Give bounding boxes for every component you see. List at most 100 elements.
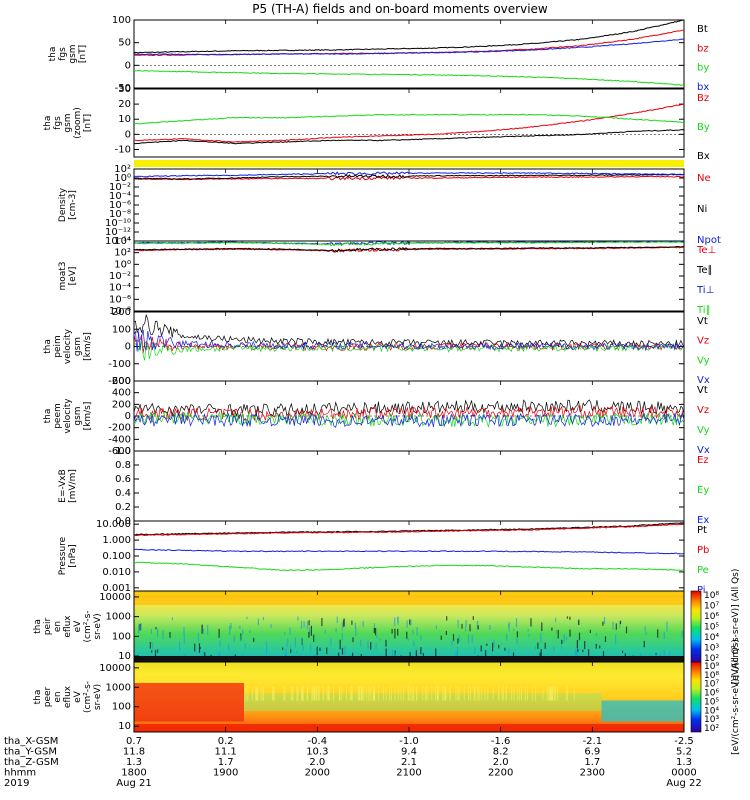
spectrogram-cell (257, 618, 259, 626)
spectrogram-cell (530, 618, 532, 627)
xaxis-value-time: 2000 (305, 768, 330, 779)
spectrogram-cell (644, 626, 646, 632)
xaxis-value-x: 0.2 (218, 736, 234, 747)
spectrogram-cell (531, 686, 533, 701)
spectrogram-texture (134, 595, 684, 666)
spectrogram-cell (440, 635, 442, 640)
spectrogram-cell (394, 628, 396, 639)
ytick-label: 0.8 (115, 460, 131, 471)
spectrogram-cell (416, 627, 418, 636)
spectrogram-cell (297, 616, 299, 621)
xaxis-row-label: tha_X-GSM (4, 736, 58, 747)
spectrogram-cell (355, 627, 357, 637)
legend-label: Te⊥ (696, 245, 716, 256)
spectrogram-cell (326, 686, 328, 701)
spectrogram-cell (351, 620, 353, 625)
colorbar-tick-label: 10³ (704, 644, 719, 654)
series-line-green (134, 341, 684, 361)
spectrogram-cell (253, 637, 255, 642)
spectrogram-cell (272, 686, 274, 701)
spectrogram-cell (316, 686, 318, 701)
plot-frame (133, 450, 685, 522)
spectrogram-cell (308, 627, 311, 637)
spectrogram-cell (619, 621, 621, 628)
spectrogram-cell (403, 686, 405, 701)
ytick-label: 0.0 (115, 516, 131, 527)
spectrogram-cell (412, 686, 414, 701)
ytick-label: 10000 (99, 592, 131, 603)
spectrogram-cell (244, 643, 246, 650)
spectrogram-cell (666, 621, 668, 632)
spectrogram-cell (534, 686, 536, 701)
spectrogram-cell (290, 644, 292, 650)
spectrogram-cell (435, 648, 437, 658)
legend-label: Bx (697, 151, 710, 162)
xaxis-value-date: Aug 21 (116, 778, 151, 789)
xaxis-value-x: -1.0 (399, 736, 419, 747)
ytick-label: 0.100 (102, 551, 131, 562)
spectrogram-cell (408, 686, 410, 701)
spectrogram-top-band (134, 595, 684, 605)
spectrogram-cell (554, 686, 556, 701)
spectrogram-cell (557, 629, 559, 639)
spectrogram-cell (360, 686, 362, 701)
ylabel-line: [nPa] (68, 544, 78, 567)
colorbar-fill (690, 590, 702, 663)
ytick-label: 100 (112, 324, 131, 335)
spectrogram-cell (578, 619, 580, 625)
plot-frame (133, 168, 685, 242)
spectrogram-cell (550, 686, 552, 701)
ylabel-line: eV (73, 690, 83, 703)
legend-label: Ti∥ (696, 305, 711, 316)
legend-p3: Ne Ni Npot (697, 173, 721, 246)
spectrogram-cell (663, 650, 665, 659)
spectrogram-cell (322, 686, 324, 701)
legend-label: Vx (697, 375, 710, 386)
series-line-red (134, 523, 684, 537)
spectrogram-cell (540, 633, 542, 643)
spectrogram-cell (310, 644, 312, 652)
spectrogram-cell (151, 650, 153, 653)
spectrogram-cell (379, 638, 381, 641)
ylabel-line: en (53, 691, 63, 702)
legend-label: Vz (697, 336, 709, 347)
spectrogram-cell (487, 686, 489, 701)
spectrogram-cell (199, 646, 201, 650)
ytick-label: 10⁰ (114, 259, 131, 270)
spectrogram-cell (406, 631, 408, 639)
spectrogram-cell (358, 686, 360, 701)
spectrogram-cell (469, 624, 471, 632)
spectrogram-cell (296, 651, 298, 654)
ytick-label: -100 (108, 359, 131, 370)
spectrogram-cell (341, 647, 344, 655)
spectrogram-cell (566, 686, 568, 701)
spectrogram-cell (154, 649, 157, 660)
colorbar-tick-label: 10² (704, 724, 719, 734)
ytick-label: 10⁻⁶ (109, 294, 131, 305)
ylabel-line: gsm (63, 113, 73, 132)
spectrogram-cell (265, 641, 268, 646)
legend-label: Vz (697, 405, 709, 416)
spectrogram-cell (410, 686, 412, 701)
ytick-label: -400 (108, 434, 131, 445)
ytick-label: 10⁰ (114, 173, 131, 184)
ytick-label: 100 (112, 15, 131, 26)
spectrogram-cell (256, 686, 258, 701)
spectrogram-cell (324, 630, 326, 634)
legend-label: By (697, 122, 710, 133)
spectrogram-cell (457, 620, 459, 628)
xaxis-value-y: 6.9 (584, 747, 600, 758)
spectrogram-cell (578, 632, 581, 641)
ylabel-line: eflux (63, 685, 73, 708)
ytick-label: -200 (108, 423, 131, 434)
plot-frame (133, 311, 685, 382)
xaxis-row-label: 2019 (4, 778, 29, 789)
spectrogram-cell (228, 643, 230, 651)
spectrogram-cell (328, 686, 330, 701)
series-group-p1 (134, 20, 684, 86)
spectrogram-cell (435, 625, 437, 629)
series-group-p2 (134, 103, 684, 145)
ylabel-p7: E=-VxB [mV/m] (58, 469, 78, 503)
